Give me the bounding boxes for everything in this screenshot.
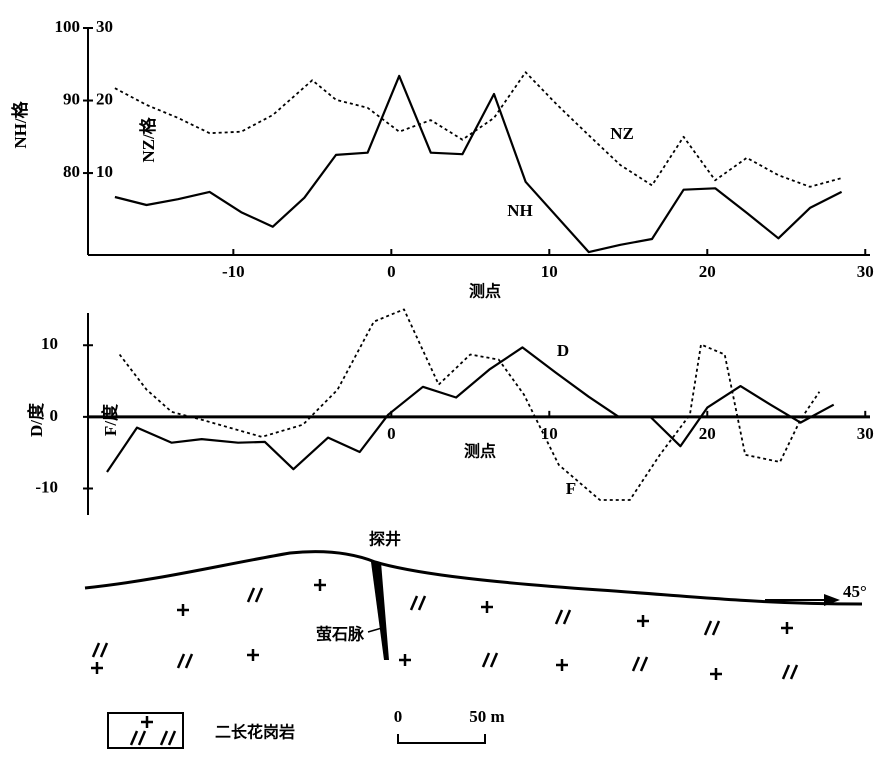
hatch (131, 731, 137, 745)
x-tick-label: 30 (857, 262, 874, 281)
hatch (564, 610, 570, 624)
legend-box (108, 713, 183, 748)
well-label: 探井 (369, 530, 401, 549)
hatch (783, 665, 789, 679)
y-tick-label: 0 (50, 406, 59, 425)
hatch (641, 657, 647, 671)
series-label: NH (507, 201, 533, 220)
x-tick-label: -10 (222, 262, 245, 281)
hatch (248, 588, 254, 602)
hatch (161, 731, 167, 745)
x-tick-label: 30 (857, 424, 874, 443)
legend-label: 二长花岗岩 (215, 723, 295, 742)
series-line (120, 309, 820, 500)
hatch (256, 588, 262, 602)
hatch (93, 643, 99, 657)
y2-tick-label: 10 (96, 162, 113, 181)
figure: 探井 萤石脉 45° 二长花岗岩 0 50 m 8090100102030-10… (0, 0, 877, 757)
direction-label: 45° (843, 582, 867, 601)
x-tick-label: 10 (541, 262, 558, 281)
x-tick-label: 20 (699, 262, 716, 281)
y-axis-label: NH/格 (10, 100, 30, 148)
hatch (633, 657, 639, 671)
hatch (178, 654, 184, 668)
x-axis-label: 测点 (464, 442, 496, 461)
y-tick-label: 100 (55, 17, 81, 36)
scale-bar (398, 734, 485, 743)
series-label: F (566, 479, 576, 498)
series-line (115, 76, 842, 252)
vein-label: 萤石脉 (316, 625, 365, 644)
y-tick-label: -10 (35, 477, 58, 496)
hatch (791, 665, 797, 679)
x-tick-label: 0 (387, 424, 396, 443)
hatch (491, 653, 497, 667)
y-axis-label: D/度 (26, 402, 46, 437)
series-line (115, 72, 842, 187)
hatch (186, 654, 192, 668)
hatch (483, 653, 489, 667)
hatch (713, 621, 719, 635)
hatch (139, 731, 145, 745)
hatch (556, 610, 562, 624)
y2-tick-label: 20 (96, 89, 113, 108)
y2-axis-label: NZ/格 (138, 116, 158, 162)
series-label: NZ (610, 124, 634, 143)
fluorite-vein (371, 562, 389, 660)
hatch (101, 643, 107, 657)
y2-axis-label: F/度 (100, 403, 120, 436)
scale-end: 50 m (469, 707, 504, 726)
x-tick-label: 20 (699, 424, 716, 443)
hatch (169, 731, 175, 745)
x-axis-label: 测点 (469, 282, 501, 301)
series-label: D (557, 341, 569, 360)
x-tick-label: 0 (387, 262, 396, 281)
y-tick-label: 80 (63, 162, 80, 181)
ground-profile (85, 552, 862, 604)
y2-tick-label: 30 (96, 17, 113, 36)
y-tick-label: 90 (63, 89, 80, 108)
hatch (419, 596, 425, 610)
hatch (411, 596, 417, 610)
hatch (705, 621, 711, 635)
y-tick-label: 10 (41, 334, 58, 353)
section: 探井 萤石脉 45° 二长花岗岩 0 50 m (85, 530, 867, 749)
vein-leader (368, 628, 382, 632)
scale-start: 0 (394, 707, 403, 726)
